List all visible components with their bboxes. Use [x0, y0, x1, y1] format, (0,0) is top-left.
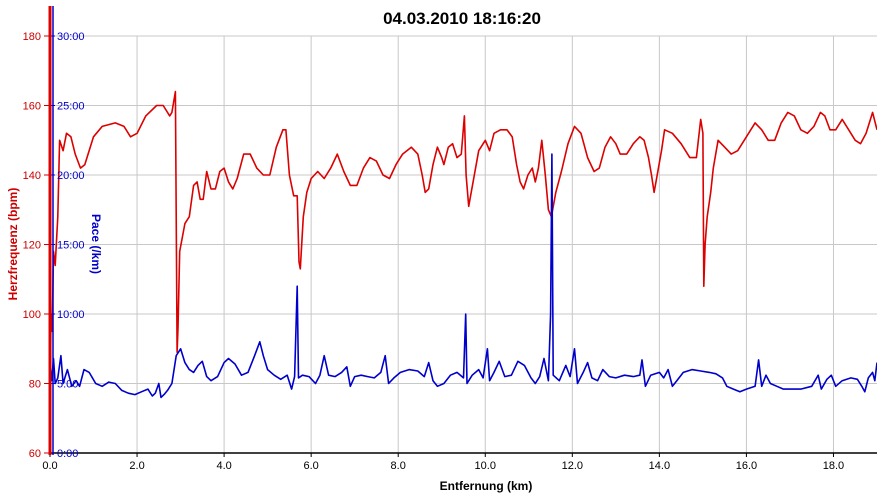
grid — [50, 35, 877, 453]
x-tick-label: 6.0 — [304, 460, 319, 472]
x-tick-label: 10.0 — [475, 460, 496, 472]
pace-tick-label: 30:00 — [57, 31, 85, 43]
x-tick-label: 0.0 — [42, 460, 57, 472]
x-tick-label: 12.0 — [562, 460, 583, 472]
hr-tick-label: 80 — [29, 379, 41, 391]
x-axis-title: Entfernung (km) — [440, 479, 533, 493]
axes — [44, 6, 877, 457]
x-tick-label: 14.0 — [649, 460, 670, 472]
x-tick-label: 2.0 — [129, 460, 144, 472]
x-tick-label: 18.0 — [823, 460, 844, 472]
tick-labels: 0.0 2.0 4.0 6.0 8.0 10.0 12.0 14.0 16.0 18.0 60 80 1… — [23, 31, 845, 472]
pace-tick-label: 10:00 — [57, 309, 85, 321]
hr-tick-label: 60 — [29, 448, 41, 460]
x-tick-label: 16.0 — [736, 460, 757, 472]
x-tick-label: 4.0 — [216, 460, 231, 472]
x-tick-label: 8.0 — [391, 460, 406, 472]
pace-tick-label: 5:00 — [57, 379, 78, 391]
hr-tick-label: 160 — [23, 101, 41, 113]
pace-series-line — [49, 153, 877, 399]
hr-tick-label: 140 — [23, 170, 41, 182]
series-layer — [49, 90, 877, 454]
chart-title: 04.03.2010 18:16:20 — [383, 9, 541, 28]
hr-tick-label: 100 — [23, 309, 41, 321]
hr-series-line — [49, 90, 877, 454]
pace-axis-title: Pace (/km) — [89, 214, 103, 274]
pace-tick-label: 15:00 — [57, 240, 85, 252]
pace-tick-label: 25:00 — [57, 101, 85, 113]
hr-axis-title: Herzfrequenz (bpm) — [6, 188, 20, 301]
pace-tick-label: 20:00 — [57, 170, 85, 182]
hr-tick-label: 180 — [23, 31, 41, 43]
pace-tick-label: 0:00 — [57, 448, 78, 460]
hr-tick-label: 120 — [23, 240, 41, 252]
